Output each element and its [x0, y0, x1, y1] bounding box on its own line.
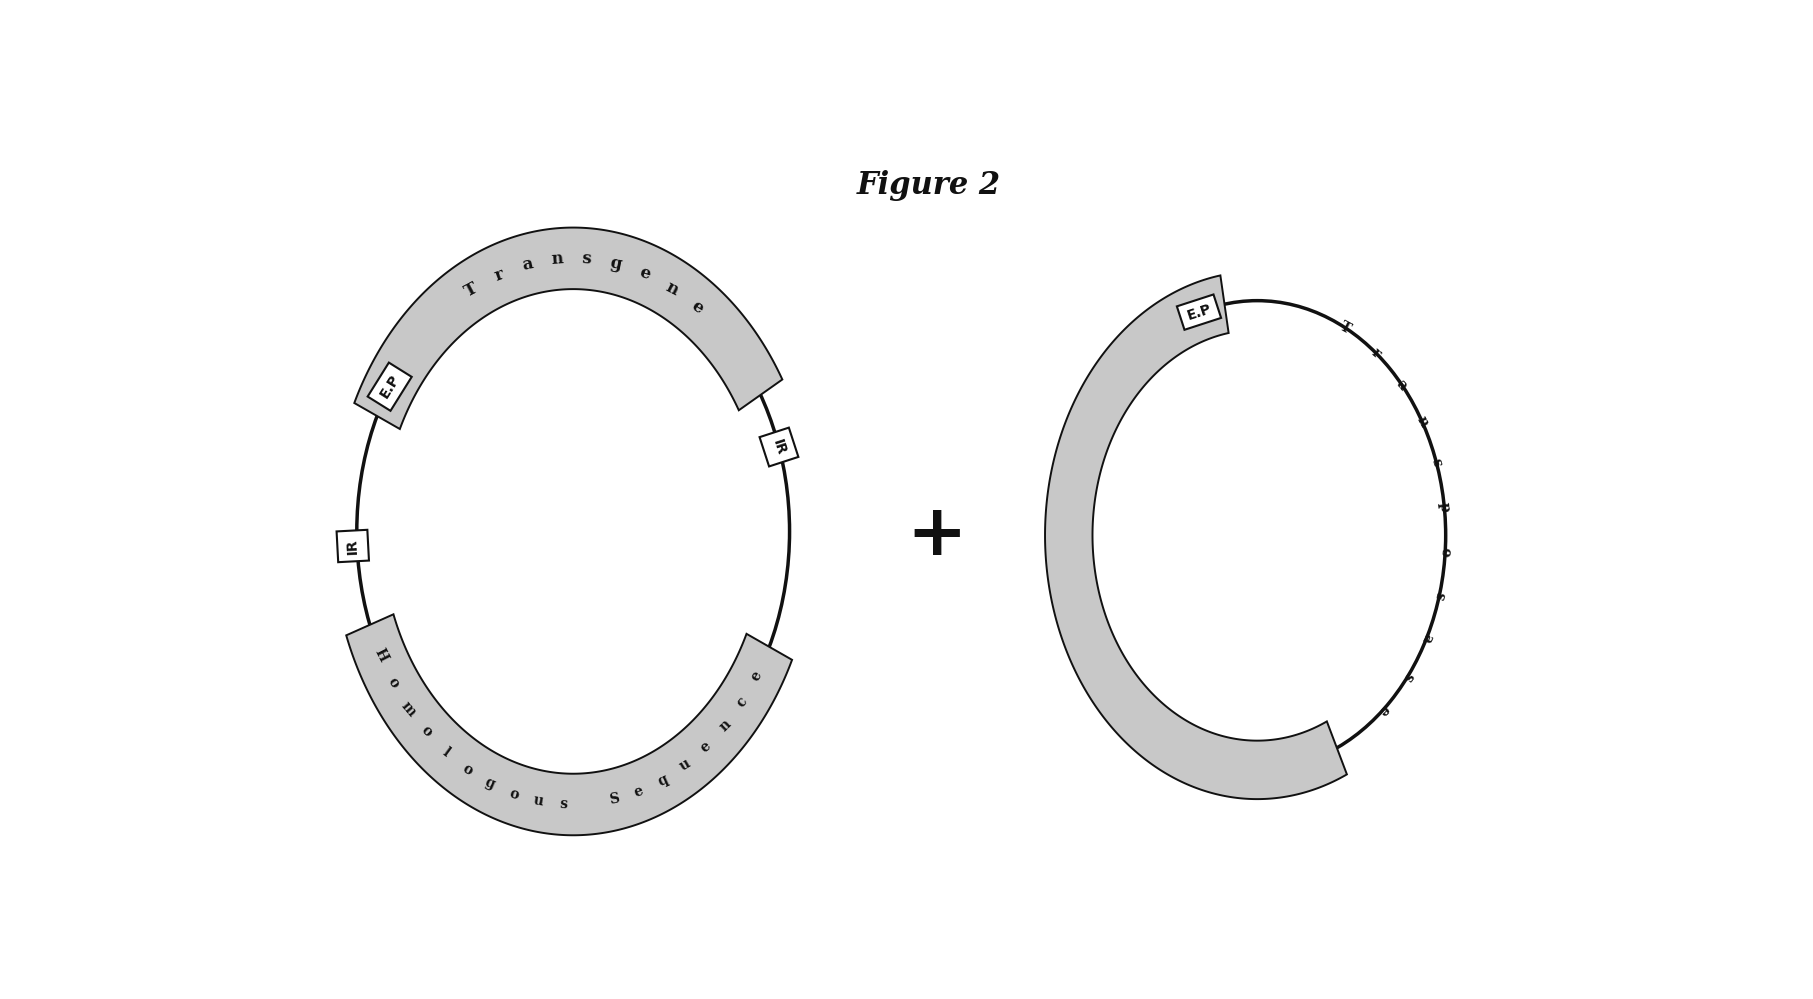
Text: a: a [520, 255, 535, 274]
Text: e: e [698, 739, 714, 755]
Text: u: u [533, 793, 544, 808]
Text: IR: IR [344, 537, 361, 554]
Ellipse shape [1070, 301, 1445, 770]
Text: o: o [508, 786, 520, 802]
Text: s: s [1429, 457, 1445, 469]
Text: e: e [749, 668, 765, 683]
Polygon shape [1044, 276, 1347, 799]
Text: E.P: E.P [1186, 302, 1213, 323]
Text: g: g [609, 254, 624, 273]
Text: g: g [482, 775, 497, 792]
Text: s: s [582, 250, 591, 268]
Text: e: e [633, 783, 645, 799]
Text: s: s [1400, 669, 1416, 684]
Text: a: a [1394, 377, 1411, 393]
Text: n: n [549, 250, 564, 268]
Text: o: o [459, 761, 475, 777]
FancyBboxPatch shape [337, 529, 370, 562]
Text: c: c [734, 694, 751, 710]
Ellipse shape [357, 259, 790, 804]
Polygon shape [354, 228, 783, 429]
Text: e: e [689, 298, 707, 318]
Text: T: T [1338, 320, 1354, 337]
Text: n: n [1414, 414, 1430, 430]
Text: o: o [1438, 546, 1452, 556]
Text: l: l [439, 745, 451, 759]
FancyBboxPatch shape [1177, 295, 1222, 330]
Text: S: S [607, 791, 620, 807]
Text: r: r [1369, 346, 1383, 361]
Text: a: a [1418, 631, 1434, 645]
Text: IR: IR [771, 438, 789, 457]
Text: n: n [662, 278, 682, 299]
Text: e: e [636, 264, 653, 284]
Text: E.P: E.P [377, 373, 402, 401]
Text: T: T [462, 280, 480, 301]
Text: +: + [906, 500, 966, 569]
Text: m: m [399, 698, 419, 718]
Text: o: o [384, 675, 402, 690]
Text: H: H [372, 646, 390, 664]
Text: o: o [419, 723, 435, 740]
Polygon shape [346, 614, 792, 835]
Text: q: q [654, 772, 669, 788]
Text: r: r [491, 266, 506, 285]
Text: Figure 2: Figure 2 [858, 170, 1001, 201]
Text: e: e [1376, 701, 1391, 718]
Text: s: s [560, 797, 567, 811]
Text: s: s [1432, 590, 1447, 601]
FancyBboxPatch shape [368, 363, 412, 411]
FancyBboxPatch shape [760, 428, 798, 467]
Text: p: p [1436, 500, 1452, 512]
Text: n: n [716, 717, 734, 734]
Text: u: u [676, 756, 693, 774]
